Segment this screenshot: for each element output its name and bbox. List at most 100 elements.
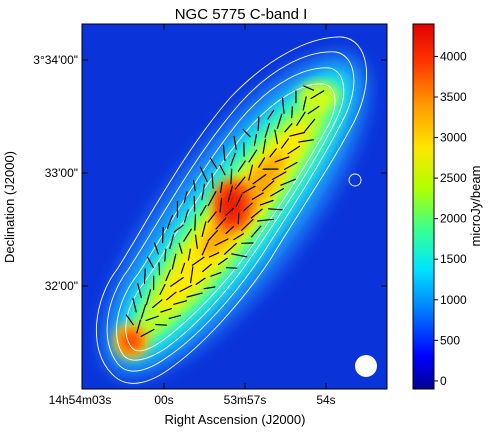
polarization-vector: [222, 144, 226, 161]
polarization-vector: [251, 225, 262, 238]
polarization-vector: [195, 277, 206, 285]
polarization-vector: [272, 171, 287, 180]
polarization-vector: [203, 286, 216, 290]
polarization-vector: [304, 118, 316, 132]
polarization-vector: [145, 289, 152, 306]
polarization-vector: [242, 185, 256, 194]
polarization-vector: [217, 257, 228, 266]
polarization-vector: [194, 214, 197, 231]
polarization-vector: [248, 149, 258, 163]
polarization-vector: [170, 277, 184, 287]
polarization-vector: [165, 269, 171, 282]
polarization-vector: [140, 304, 147, 320]
polarization-vector: [125, 314, 134, 326]
polarization-vector: [152, 299, 163, 309]
polarization-vector: [310, 90, 325, 100]
beam-ellipse: [355, 355, 377, 377]
heatmap-image: [82, 24, 387, 389]
polarization-vector: [173, 300, 187, 305]
colorbar-tick-label: 1500: [440, 252, 467, 266]
polarization-vector: [280, 178, 296, 186]
polarization-vector: [158, 262, 161, 276]
polarization-vector: [225, 226, 235, 235]
colorbar-tick-label: 0: [440, 374, 447, 388]
polarization-vector: [284, 123, 293, 133]
polarization-vector: [262, 180, 275, 192]
polarization-vector: [257, 218, 275, 222]
polarization-vector: [154, 242, 159, 255]
polarization-vector: [186, 292, 203, 298]
polarization-vector: [237, 160, 246, 172]
polarization-vector: [227, 185, 233, 203]
polarization-vector: [162, 226, 164, 244]
polarization-vector: [178, 242, 183, 254]
polarization-vector: [274, 156, 290, 163]
polarization-vector: [193, 179, 196, 192]
x-tick-label: 00s: [154, 393, 173, 407]
polarization-vector: [191, 256, 205, 266]
polarization-vector: [207, 230, 218, 242]
polarization-vector: [237, 212, 240, 225]
polarization-vector: [242, 128, 251, 138]
polarization-vector: [183, 191, 188, 204]
polarization-vector: [235, 194, 243, 207]
x-axis-label: Right Ascension (J2000): [165, 412, 306, 427]
y-tick-label: 32'00": [45, 279, 78, 293]
polarization-vector: [207, 191, 217, 207]
polarization-vector: [169, 234, 175, 250]
colorbar-tick-label: 4000: [440, 49, 467, 63]
y-tick-label: 3°34'00": [33, 53, 78, 67]
polarization-vector: [194, 234, 198, 249]
polarization-vector: [155, 323, 167, 326]
polarization-vector: [296, 111, 306, 127]
polarization-vector: [199, 166, 208, 182]
x-axis: [163, 24, 327, 389]
polarization-vector: [164, 248, 167, 262]
polarization-vector: [287, 145, 301, 155]
polarization-vector: [201, 221, 207, 238]
polarization-vector: [179, 284, 193, 293]
contour-lines: [96, 36, 367, 384]
polarization-vector: [201, 183, 206, 201]
polarization-vector: [220, 181, 223, 194]
colorbar-tick-label: 1000: [440, 293, 467, 307]
polarization-vector: [171, 253, 177, 270]
polarization-vector: [187, 248, 191, 261]
polarization-vector: [215, 217, 227, 230]
polarization-vector: [140, 328, 155, 337]
polarization-vector: [230, 152, 236, 167]
colorbar-tick-label: 2000: [440, 212, 467, 226]
polarization-vector: [180, 262, 186, 274]
polarization-vector: [250, 208, 263, 219]
polarization-vector: [219, 164, 226, 176]
polarization-vector: [183, 228, 192, 242]
polarization-vector: [136, 319, 141, 334]
polarization-vector: [201, 241, 209, 256]
polarization-vector: [202, 263, 212, 273]
colorbar-tick-label: 2500: [440, 171, 467, 185]
plot-frame: [81, 23, 388, 390]
polarization-vector: [269, 148, 277, 158]
polarization-vector: [231, 253, 248, 258]
y-axis: [82, 59, 387, 287]
polarization-vector: [241, 218, 254, 231]
polarization-vector: [298, 139, 314, 143]
y-tick-label: 33'00": [45, 166, 78, 180]
polarization-vector: [262, 138, 267, 154]
polarization-vector: [199, 204, 207, 216]
polarization-vector: [224, 242, 237, 255]
polarization-vector: [226, 267, 238, 269]
polarization-vector: [253, 133, 258, 146]
colorbar-tick-label: 3000: [440, 131, 467, 145]
colorbar-tick-label: 500: [440, 333, 460, 347]
x-tick-label: 14h54m03s: [49, 393, 112, 407]
polarization-vector: [233, 233, 244, 241]
polarization-vector: [219, 197, 223, 213]
y-axis-label: Declination (J2000): [2, 151, 17, 263]
polarization-vector: [267, 109, 275, 120]
polarization-vector: [210, 272, 222, 277]
polarization-vector: [281, 138, 289, 149]
polarization-vector: [251, 192, 264, 200]
polarization-vector: [291, 106, 293, 119]
